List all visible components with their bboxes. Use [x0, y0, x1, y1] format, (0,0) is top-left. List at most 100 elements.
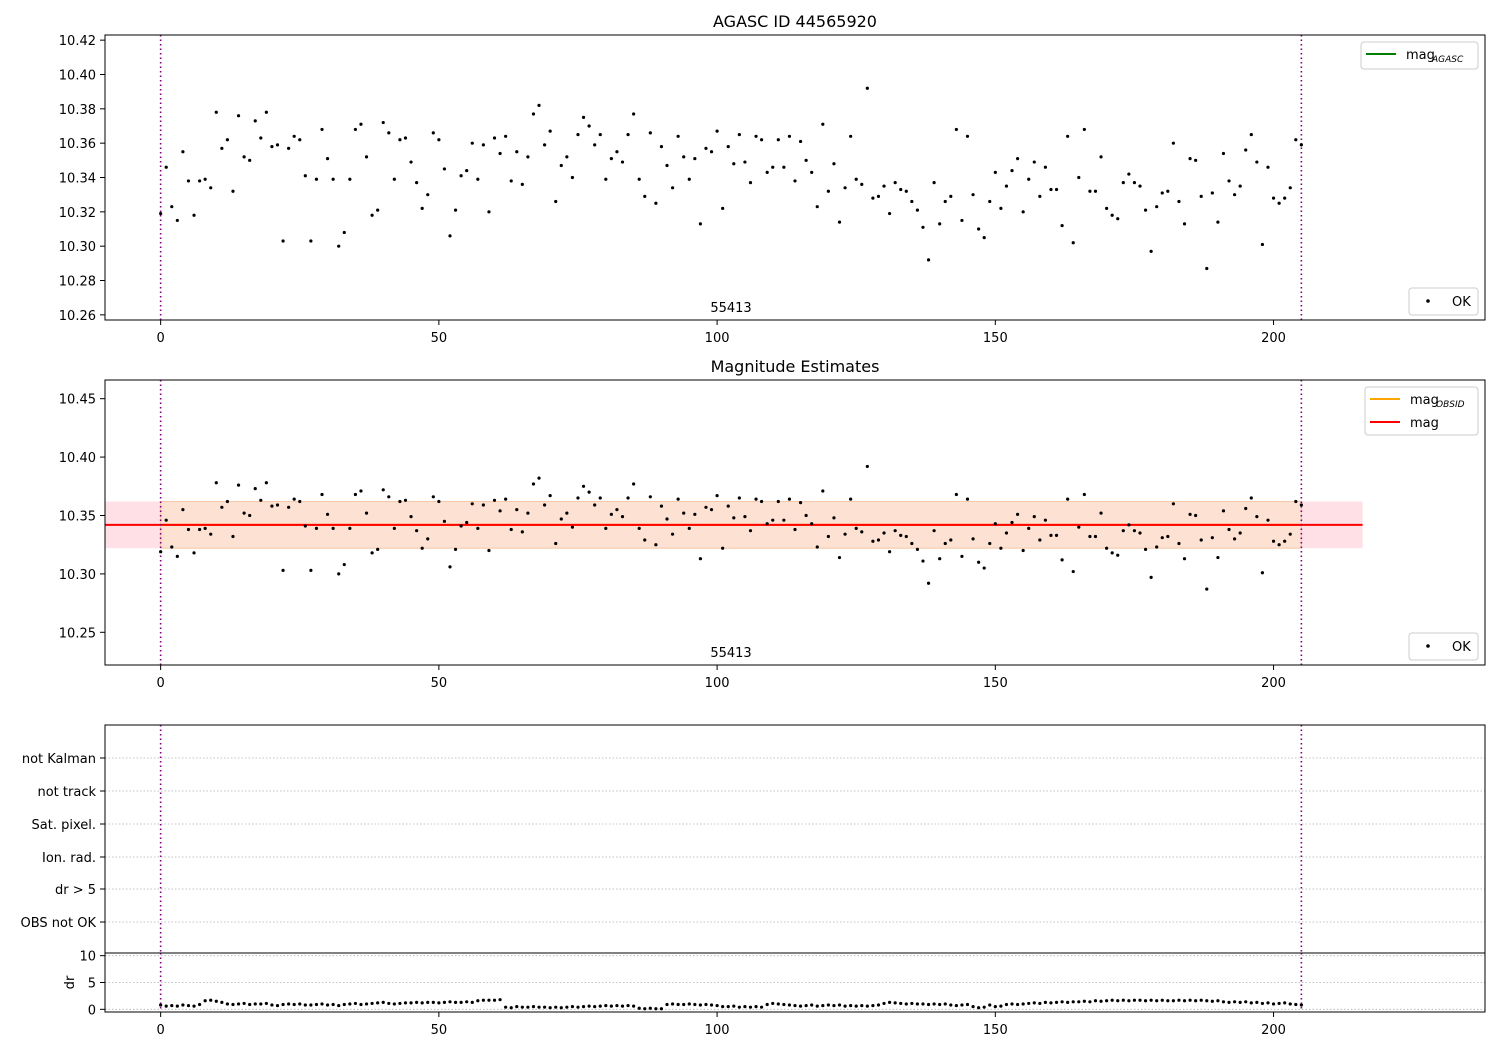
data-point [531, 1005, 536, 1009]
data-point [1143, 999, 1148, 1003]
data-point [737, 1005, 741, 1009]
data-point [537, 476, 541, 480]
data-point [175, 218, 179, 223]
legend-ok: OK [1408, 287, 1479, 316]
data-point [787, 497, 792, 501]
data-point [542, 1005, 547, 1009]
data-point [298, 138, 302, 142]
data-point [1088, 534, 1092, 539]
data-point [1116, 217, 1120, 221]
data-point [581, 1005, 586, 1009]
data-point [1238, 531, 1242, 535]
data-point [531, 112, 536, 116]
data-point [1066, 497, 1070, 501]
data-point [281, 1002, 285, 1007]
data-point [231, 534, 235, 539]
data-point [587, 490, 591, 494]
data-point [426, 193, 430, 197]
data-point [392, 1002, 396, 1006]
data-point [1199, 194, 1203, 198]
data-point [248, 1002, 252, 1007]
data-point [865, 1004, 869, 1008]
data-point [965, 497, 970, 501]
data-point [453, 208, 458, 212]
data-point [1099, 999, 1103, 1003]
data-point [1166, 999, 1170, 1003]
data-point [821, 122, 825, 126]
data-point [1093, 534, 1098, 539]
data-point [214, 999, 218, 1003]
data-point [1288, 1002, 1292, 1006]
data-point [504, 1005, 508, 1009]
data-point [910, 1001, 914, 1006]
data-point [1194, 999, 1198, 1003]
data-point [971, 1005, 975, 1009]
data-point [604, 177, 608, 181]
data-point [481, 998, 485, 1002]
data-point [915, 1002, 920, 1006]
data-point [1110, 213, 1114, 217]
data-point [1244, 1000, 1248, 1004]
data-point [1027, 1001, 1031, 1006]
data-point [1088, 1000, 1092, 1004]
data-point [1166, 534, 1170, 539]
data-point [704, 505, 708, 509]
data-point [415, 1000, 419, 1004]
data-point [899, 187, 903, 192]
data-point [320, 492, 324, 497]
data-point [670, 186, 675, 190]
data-point [821, 1003, 825, 1008]
data-point [281, 239, 285, 243]
data-point [1060, 223, 1064, 228]
data-point [197, 1002, 202, 1007]
data-point [993, 170, 997, 174]
data-point [1249, 132, 1253, 137]
data-point [960, 1003, 964, 1007]
data-point [932, 1002, 936, 1006]
data-point [932, 529, 936, 533]
data-point [1155, 999, 1159, 1003]
data-point [1266, 1001, 1270, 1005]
data-point [164, 1004, 168, 1008]
legend-ok: OK [1408, 632, 1479, 661]
data-point [960, 554, 964, 558]
data-point [1249, 496, 1253, 500]
flag-label: Ion. rad. [42, 851, 96, 866]
data-point [1155, 205, 1159, 209]
data-point [910, 541, 914, 546]
data-point [359, 489, 363, 493]
data-point [376, 1001, 380, 1005]
data-point [1093, 189, 1098, 193]
data-point [554, 1005, 558, 1009]
data-point [938, 1002, 942, 1007]
data-point [442, 519, 447, 523]
data-point [1138, 184, 1142, 188]
data-point [270, 504, 274, 508]
data-point [287, 505, 291, 509]
data-point [392, 177, 396, 181]
data-point [1232, 1000, 1237, 1004]
data-point [292, 497, 296, 501]
data-point [186, 179, 191, 183]
data-point [1077, 525, 1081, 529]
data-point [259, 1002, 263, 1006]
data-point [654, 201, 658, 205]
data-point [748, 1005, 753, 1009]
data-point [1027, 177, 1031, 181]
data-point [1021, 210, 1025, 214]
data-point [609, 157, 613, 161]
x-tick-label: 50 [431, 1023, 448, 1038]
data-point [754, 1005, 758, 1009]
data-point [548, 129, 552, 133]
data-point [159, 550, 163, 554]
data-point [209, 998, 213, 1002]
data-point [1060, 1000, 1064, 1004]
data-point [1110, 998, 1114, 1002]
data-point [526, 511, 530, 515]
axes-frame [104, 379, 1486, 666]
data-point [275, 503, 280, 507]
data-point [632, 482, 636, 486]
data-point [865, 464, 869, 469]
data-point [231, 189, 235, 193]
data-point [1105, 999, 1109, 1003]
